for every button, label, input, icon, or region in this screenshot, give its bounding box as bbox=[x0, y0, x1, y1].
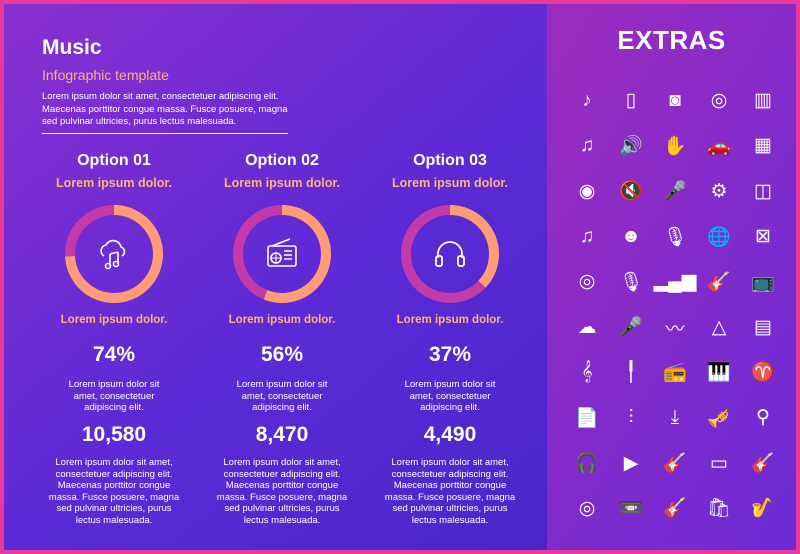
treble-clef-icon: 𝄞 bbox=[581, 361, 593, 383]
infographic-panel: Music Infographic template Lorem ipsum d… bbox=[4, 4, 547, 550]
divider bbox=[42, 133, 288, 134]
music-file-icon: 📄 bbox=[575, 407, 599, 429]
page-title: Music bbox=[42, 36, 102, 59]
option-caption: Lorem ipsum dolor. bbox=[228, 314, 336, 326]
download-music-icon: ⤓ bbox=[670, 406, 680, 428]
disc-icon: ◎ bbox=[578, 497, 596, 519]
option-title: Option 01 bbox=[77, 152, 151, 169]
maracas-icon: ⚲ bbox=[756, 407, 770, 429]
music-note-icon: ♪ bbox=[582, 89, 592, 111]
option-small-text: Lorem ipsum dolor sit amet, consectetuer… bbox=[68, 379, 160, 413]
volume-icon: 🔊 bbox=[619, 135, 643, 157]
xylophone-icon: ▥ bbox=[754, 90, 772, 112]
option-small-text: Lorem ipsum dolor sit amet, consectetuer… bbox=[404, 379, 496, 413]
mute-icon: 🔇 bbox=[619, 181, 643, 203]
option-number: 10,580 bbox=[81, 423, 147, 446]
acoustic-guitar-icon: 🎸 bbox=[663, 453, 687, 475]
option-number: 4,490 bbox=[423, 423, 477, 446]
car-music-icon: 🚗 bbox=[707, 135, 731, 157]
harp-icon: ♈ bbox=[751, 362, 775, 384]
radio-icon bbox=[267, 238, 297, 267]
shopping-bag-music-icon: 🛍 bbox=[706, 498, 732, 520]
electric-guitar-icon: 🎸 bbox=[751, 453, 775, 475]
headphones-icon: 🎧 bbox=[575, 453, 599, 475]
phone-music-icon: ▯ bbox=[625, 90, 637, 112]
balalaika-icon: △ bbox=[711, 316, 727, 338]
cd-music-icon: ◉ bbox=[578, 180, 596, 202]
equalizer-icon: ▂▄▆ bbox=[653, 271, 697, 293]
option-title: Option 03 bbox=[413, 152, 487, 169]
sound-wave-icon: 〰 bbox=[665, 318, 685, 340]
guitar-icon: 🎸 bbox=[707, 271, 731, 293]
option-paragraph: Lorem ipsum dolor sit amet, consectetuer… bbox=[48, 457, 180, 526]
retro-mic-icon: 🎙 bbox=[618, 271, 644, 293]
speaker-icon: ◙ bbox=[669, 89, 681, 111]
option-01: Option 01 Lorem ipsum dolor. Lorem ipsum… bbox=[30, 152, 198, 526]
option-percent: 56% bbox=[260, 343, 304, 366]
rock-hand-icon: ✋ bbox=[663, 135, 687, 157]
cloud-music-icon bbox=[100, 239, 126, 270]
dj-headphones-icon: ☻ bbox=[621, 225, 641, 247]
ring-fill bbox=[233, 205, 331, 303]
option-percent: 74% bbox=[92, 343, 136, 366]
option-subtitle: Lorem ipsum dolor. bbox=[56, 176, 172, 190]
vinyl-icon: ◎ bbox=[578, 271, 596, 293]
progress-ring bbox=[62, 202, 166, 306]
bass-guitar-icon: 🎸 bbox=[663, 498, 687, 520]
option-02: Option 02 Lorem ipsum dolor. Lorem ipsum… bbox=[198, 152, 366, 526]
accordion-icon: ▤ bbox=[754, 316, 772, 338]
page-subtitle: Infographic template bbox=[42, 67, 169, 83]
option-03: Option 03 Lorem ipsum dolor. Lorem ipsum… bbox=[366, 152, 534, 526]
drum-icon: ◫ bbox=[754, 180, 772, 202]
option-title: Option 02 bbox=[245, 152, 319, 169]
mixer-sliders-icon: ⫶ bbox=[628, 406, 634, 428]
intro-text: Lorem ipsum dolor sit amet, consectetuer… bbox=[42, 91, 288, 127]
tv-music-icon: 📺 bbox=[751, 271, 775, 293]
turntable-icon: ◎ bbox=[710, 90, 728, 112]
playlist-icon: ♫ bbox=[579, 134, 595, 156]
saxophone-icon: 🎷 bbox=[751, 498, 775, 520]
extras-panel: EXTRAS ♪ ▯ ◙ ◎ ▥ ♫ 🔊 ✋ 🚗 ▦ ◉ 🔇 🎤 ⚙ ◫ ♫ ☻ 🎙 🌐 ⊠ ◎ 🎙 ▂▄▆ 🎸 📺 ☁ 🎤 〰 △ ▤ 𝄞… bbox=[547, 4, 796, 550]
settings-disc-icon: ⚙ bbox=[710, 180, 728, 202]
option-caption: Lorem ipsum dolor. bbox=[396, 314, 504, 326]
media-player-icon: ▶ bbox=[623, 452, 639, 474]
option-percent: 37% bbox=[428, 343, 472, 366]
cassette-icon: 📼 bbox=[619, 498, 643, 520]
audio-jack-icon: ╿ bbox=[625, 361, 637, 383]
option-paragraph: Lorem ipsum dolor sit amet, consectetuer… bbox=[216, 457, 348, 526]
trumpet-icon: 🎺 bbox=[707, 407, 731, 429]
ring-fill bbox=[401, 205, 499, 303]
pan-flute-icon: ▦ bbox=[754, 135, 772, 157]
cloud-music-icon: ☁ bbox=[577, 316, 597, 338]
tablet-music-icon: ▭ bbox=[710, 452, 728, 474]
handheld-mic-icon: 🎤 bbox=[619, 317, 643, 339]
headphones-icon bbox=[435, 241, 465, 267]
option-small-text: Lorem ipsum dolor sit amet, consectetuer… bbox=[236, 379, 328, 413]
double-note-icon: ♫ bbox=[579, 225, 595, 247]
option-number: 8,470 bbox=[255, 423, 309, 446]
option-paragraph: Lorem ipsum dolor sit amet, consectetuer… bbox=[384, 457, 516, 526]
snare-drum-icon: ⊠ bbox=[755, 226, 771, 248]
progress-ring bbox=[398, 202, 502, 306]
icon-grid: ♪ ▯ ◙ ◎ ▥ ♫ 🔊 ✋ 🚗 ▦ ◉ 🔇 🎤 ⚙ ◫ ♫ ☻ 🎙 🌐 ⊠ ◎ 🎙 ▂▄▆ 🎸 📺 ☁ 🎤 〰 △ ▤ 𝄞 ╿ 📻 🎹 ♈ 📄 ⫶ ⤓… bbox=[565, 78, 785, 531]
progress-ring bbox=[230, 202, 334, 306]
studio-mic-icon: 🎙 bbox=[662, 226, 688, 248]
option-caption: Lorem ipsum dolor. bbox=[60, 314, 168, 326]
radio-icon: 📻 bbox=[663, 362, 687, 384]
extras-title: EXTRAS bbox=[617, 25, 726, 55]
ring-fill bbox=[65, 205, 163, 303]
option-subtitle: Lorem ipsum dolor. bbox=[392, 176, 508, 190]
piano-icon: 🎹 bbox=[707, 362, 731, 384]
microphone-icon: 🎤 bbox=[663, 181, 687, 203]
option-subtitle: Lorem ipsum dolor. bbox=[224, 176, 340, 190]
globe-music-icon: 🌐 bbox=[707, 226, 731, 248]
